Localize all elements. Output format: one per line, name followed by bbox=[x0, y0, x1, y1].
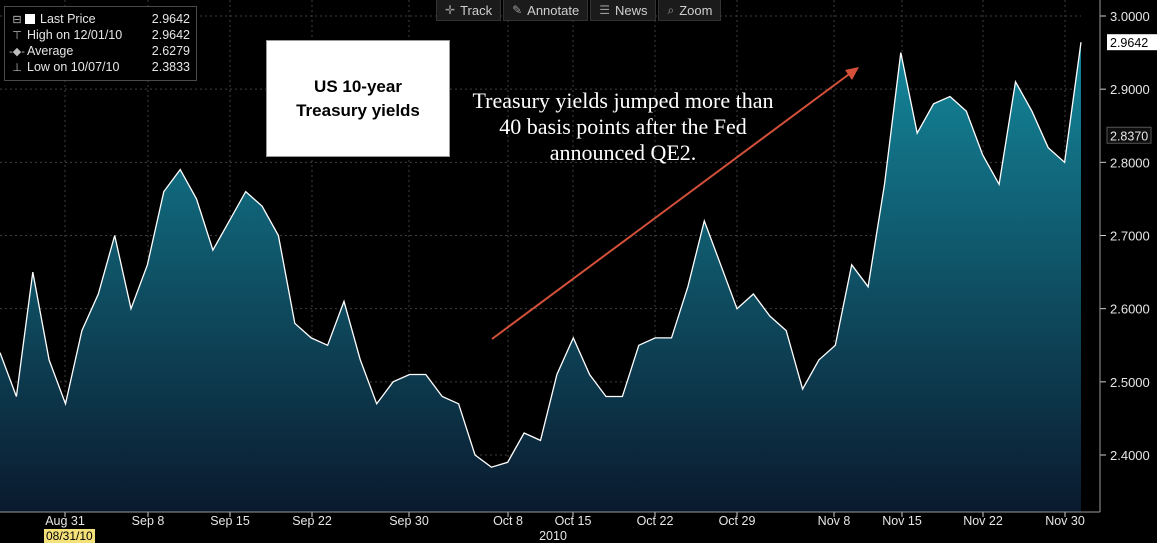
legend-row-low[interactable]: ⊥ Low on 10/07/10 2.3833 bbox=[9, 59, 190, 75]
crosshair-icon: ✛ bbox=[445, 3, 456, 17]
y-tick-label: 2.9000 bbox=[1110, 82, 1150, 97]
high-marker-icon: ⊤ bbox=[12, 29, 22, 42]
low-label: Low on 10/07/10 bbox=[27, 60, 120, 74]
chart-title-line1: US 10-year bbox=[314, 76, 402, 96]
trend-arrow-shaft bbox=[491, 71, 853, 340]
last-price-tag: 2.9642 bbox=[1110, 36, 1148, 50]
y-tick-label: 3.0000 bbox=[1110, 9, 1150, 24]
chart-title-line2: Treasury yields bbox=[296, 100, 420, 120]
trend-arrow bbox=[491, 67, 859, 340]
legend-row-average[interactable]: -◆- Average 2.6279 bbox=[9, 43, 190, 59]
news-button[interactable]: ☰ News bbox=[590, 0, 657, 21]
high-label: High on 12/01/10 bbox=[27, 28, 123, 42]
yield-series-line bbox=[0, 42, 1082, 468]
y-tick-label: 2.5000 bbox=[1110, 375, 1150, 390]
trend-arrow-head bbox=[845, 67, 859, 80]
legend-row-high[interactable]: ⊤ High on 12/01/10 2.9642 bbox=[9, 27, 190, 43]
average-label: Average bbox=[27, 44, 74, 58]
legend-panel: ⊟ Last Price 2.9642 ⊤ High on 12/01/10 2… bbox=[4, 6, 197, 81]
collapse-icon[interactable]: ⊟ bbox=[12, 13, 22, 26]
last-price-label: Last Price bbox=[40, 12, 96, 26]
x-tick-label: Sep 30 bbox=[389, 514, 429, 528]
legend-row-last-price[interactable]: ⊟ Last Price 2.9642 bbox=[9, 11, 190, 27]
x-tick-label: Oct 29 bbox=[719, 514, 756, 528]
track-button[interactable]: ✛ Track bbox=[436, 0, 502, 21]
news-icon: ☰ bbox=[599, 3, 610, 17]
x-tick-label: Sep 15 bbox=[210, 514, 250, 528]
x-tick-label: Oct 22 bbox=[637, 514, 674, 528]
annotate-label: Annotate bbox=[527, 2, 580, 18]
y-tick-label: 2.4000 bbox=[1110, 448, 1150, 463]
zoom-label: Zoom bbox=[679, 2, 713, 18]
x-tick-label: Oct 15 bbox=[555, 514, 592, 528]
chart-toolbar: ✛ Track ✎ Annotate ☰ News ⌕ Zoom bbox=[436, 0, 722, 21]
y-tick-label: 2.7000 bbox=[1110, 229, 1150, 244]
x-tick-label: Nov 30 bbox=[1045, 514, 1085, 528]
x-tick-label: Aug 31 bbox=[45, 514, 85, 528]
reference-tag-box bbox=[1106, 126, 1152, 144]
yield-area-fill bbox=[0, 42, 1081, 512]
annotate-button[interactable]: ✎ Annotate bbox=[503, 0, 589, 21]
last-price-value: 2.9642 bbox=[151, 12, 190, 26]
average-marker-icon: -◆- bbox=[9, 45, 25, 58]
x-tick-label: Nov 15 bbox=[882, 514, 922, 528]
zoom-button[interactable]: ⌕ Zoom bbox=[658, 0, 722, 21]
x-axis-year-label: 2010 bbox=[539, 529, 567, 543]
x-tick-label: Oct 8 bbox=[493, 514, 523, 528]
pencil-icon: ✎ bbox=[512, 3, 523, 17]
track-label: Track bbox=[460, 2, 493, 18]
last-price-tag-box bbox=[1107, 34, 1157, 51]
low-value: 2.3833 bbox=[151, 60, 190, 74]
x-tick-label: Nov 8 bbox=[818, 514, 851, 528]
reference-price-tag: 2.8370 bbox=[1110, 129, 1148, 143]
low-marker-icon: ⊥ bbox=[12, 61, 22, 74]
y-tick-label: 2.8000 bbox=[1110, 155, 1150, 170]
chart-title-box: US 10-year Treasury yields bbox=[266, 40, 450, 157]
price-tags: 2.9642 2.8370 bbox=[1106, 34, 1157, 144]
news-label: News bbox=[614, 2, 648, 18]
average-value: 2.6279 bbox=[151, 44, 190, 58]
x-tick-label: Sep 22 bbox=[292, 514, 332, 528]
x-tick-label: Sep 8 bbox=[132, 514, 165, 528]
x-tick-label: Nov 22 bbox=[963, 514, 1003, 528]
high-value: 2.9642 bbox=[151, 28, 190, 42]
magnifier-icon: ⌕ bbox=[667, 2, 675, 17]
y-tick-label: 2.6000 bbox=[1110, 302, 1150, 317]
range-start-date: 08/31/10 bbox=[44, 529, 95, 543]
last-price-swatch-icon bbox=[25, 14, 35, 24]
qe2-annotation: Treasury yields jumped more than 40 basi… bbox=[472, 88, 774, 165]
